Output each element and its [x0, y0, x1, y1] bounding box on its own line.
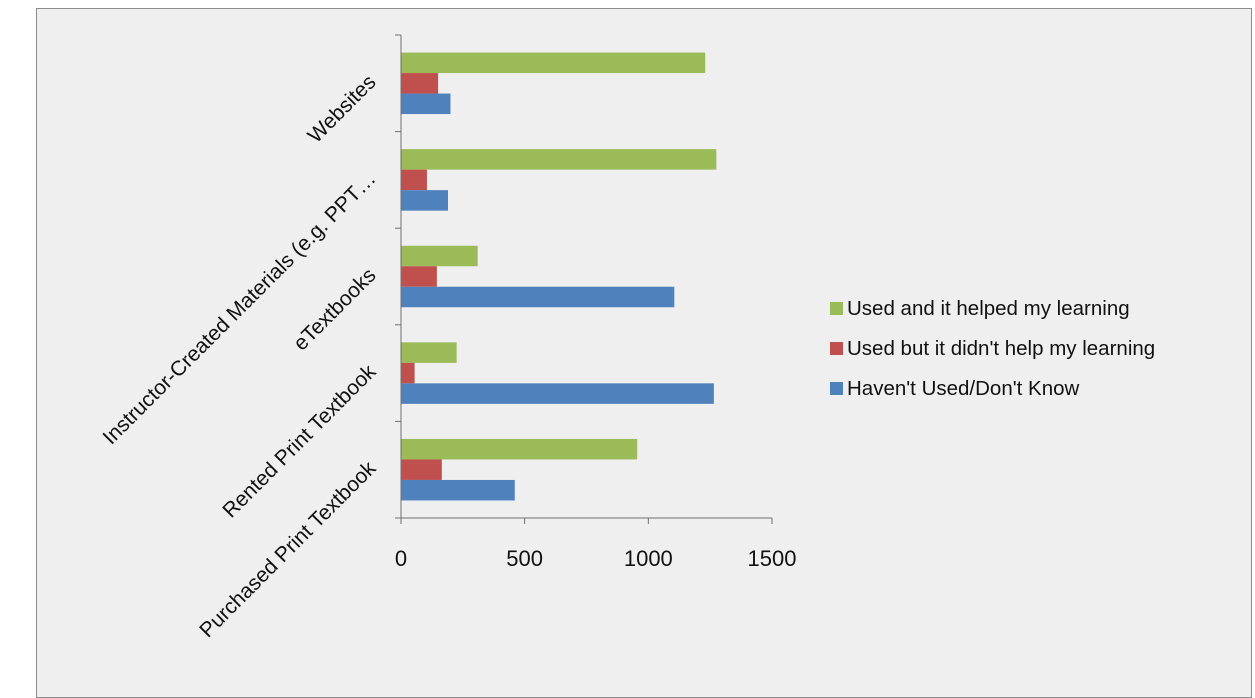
bar-3-1: [401, 93, 451, 115]
bar-1-3: [401, 245, 478, 267]
bar-1-1: [401, 52, 706, 74]
legend-label: Used and it helped my learning: [847, 297, 1130, 320]
bar-2-2: [401, 169, 427, 191]
category-label: Purchased Print Textbook: [195, 457, 381, 643]
bar-1-4: [401, 342, 457, 363]
bar-3-4: [401, 383, 714, 404]
bar-2-1: [401, 73, 439, 94]
bar-3-3: [401, 286, 675, 308]
legend-label: Used but it didn't help my learning: [847, 337, 1155, 360]
bar-3-2: [401, 190, 448, 211]
category-label: Rented Print Textbook: [218, 360, 380, 522]
legend-label: Haven't Used/Don't Know: [847, 377, 1080, 400]
bar-1-2: [401, 149, 717, 170]
x-tick-label: 500: [506, 546, 543, 571]
bar-2-5: [401, 459, 442, 480]
bar-2-3: [401, 266, 437, 287]
axes-layer: [395, 34, 773, 524]
chart-area: [36, 8, 1252, 698]
legend-swatch: [830, 342, 843, 355]
bars-layer: [401, 52, 717, 501]
x-tick-labels: 0 500 1000 1500: [395, 546, 797, 571]
x-tick-label: 1500: [748, 546, 797, 571]
x-tick-label: 0: [395, 546, 407, 571]
bar-1-5: [401, 438, 638, 460]
legend: Used and it helped my learning Used but i…: [830, 297, 1155, 400]
legend-swatch: [830, 302, 843, 315]
legend-swatch: [830, 382, 843, 395]
x-tick-label: 1000: [624, 546, 673, 571]
category-label: eTextbooks: [289, 264, 380, 355]
bar-3-5: [401, 479, 515, 501]
bar-2-4: [401, 362, 415, 384]
category-label: Websites: [303, 71, 380, 148]
